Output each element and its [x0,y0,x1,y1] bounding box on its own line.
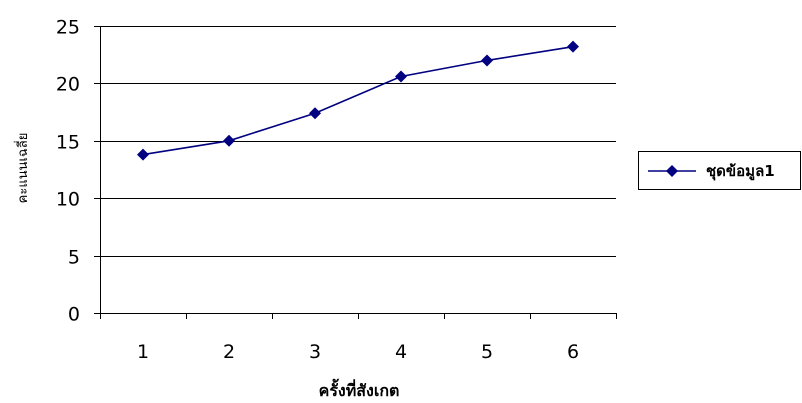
x-axis-title: ครั้งที่สังเกต [319,378,400,400]
x-tick-label-5: 5 [481,341,493,363]
x-tick-label-6: 6 [567,341,579,363]
data-point-2 [223,134,235,147]
x-tick-label-2: 2 [223,341,235,363]
data-point-3 [309,107,321,120]
axes [94,26,617,319]
legend: ชุดข้อมูล1 [638,151,801,190]
data-point-6 [567,40,579,53]
y-tick-labels: 0 5 10 15 20 25 [56,17,80,326]
y-tick-label-20: 20 [56,74,80,96]
data-point-1 [137,148,149,161]
data-point-4 [395,70,407,83]
y-tick-label-15: 15 [56,132,80,154]
x-tick-label-1: 1 [137,341,149,363]
legend-label: ชุดข้อมูล1 [706,162,775,181]
data-point-5 [481,54,493,67]
x-tick-label-4: 4 [395,341,407,363]
x-tick-label-3: 3 [309,341,321,363]
y-axis-title: คะแนนเฉลี่ย [14,133,31,204]
x-tick-labels: 1 2 3 4 5 6 [137,341,579,363]
y-tick-label-5: 5 [68,247,80,269]
y-tick-label-25: 25 [56,17,80,39]
y-tick-label-10: 10 [56,189,80,211]
series-line-0 [142,45,574,156]
y-tick-label-0: 0 [68,304,80,326]
series-layer [137,40,579,161]
legend-marker [666,165,678,177]
gridlines [100,26,616,257]
